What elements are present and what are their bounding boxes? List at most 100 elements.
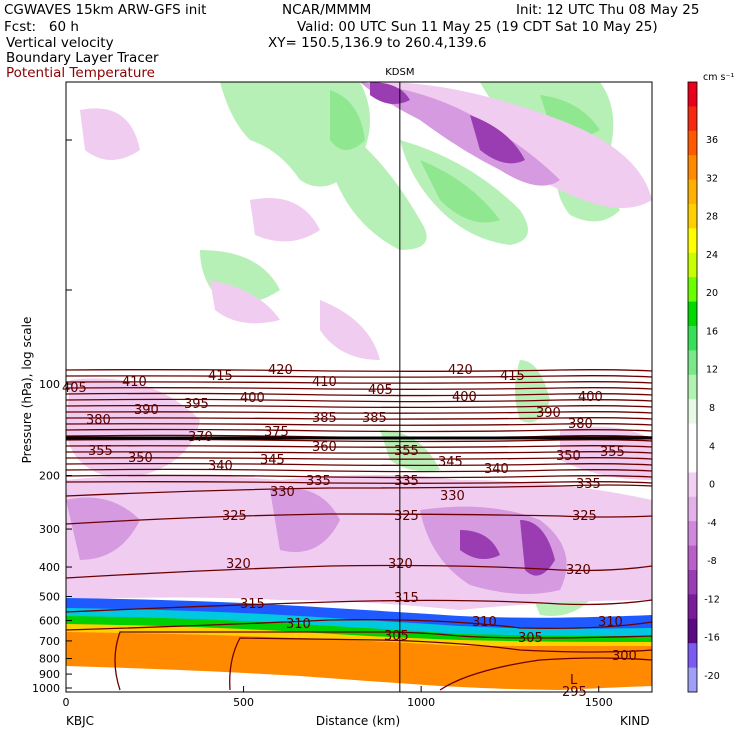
theta-label: 400 (578, 390, 603, 405)
theta-contour (66, 451, 652, 454)
terrain (66, 666, 652, 692)
theta-label: 330 (440, 489, 465, 504)
theta-label: 320 (388, 557, 413, 572)
y-tick-label: 200 (39, 470, 60, 483)
colorbar-swatch (688, 399, 697, 425)
plot-frame (65, 81, 653, 693)
y-tick-label: 500 (39, 590, 60, 603)
y-tick-label: 300 (39, 523, 60, 536)
theta-label: 320 (226, 557, 251, 572)
colorbar-swatch (688, 106, 697, 132)
theta-label: 340 (208, 459, 233, 474)
colorbar-swatch (688, 252, 697, 278)
y-tick-label: 100 (39, 378, 60, 391)
theta-contour (66, 398, 652, 403)
field-potential-temperature: Potential Temperature (6, 65, 155, 81)
field-vertical-velocity: Vertical velocity (6, 35, 114, 51)
theta-label: 390 (134, 403, 159, 418)
colorbar-swatch (688, 326, 697, 351)
colorbar-swatch (688, 643, 697, 669)
colorbar-swatch (688, 179, 697, 205)
theta-label: 410 (122, 375, 147, 390)
colorbar-frame (687, 81, 698, 693)
colorbar-swatch (688, 130, 697, 156)
cross-section-xy: XY= 150.5,136.9 to 260.4,139.6 (268, 35, 487, 51)
theta-contour (66, 438, 652, 443)
x-tick-label: 1000 (407, 696, 435, 709)
theta-label: 320 (566, 563, 591, 578)
colorbar-label: 16 (706, 326, 718, 337)
colorbar-swatch (688, 350, 697, 376)
field-shading (66, 82, 652, 692)
theta-contour (229, 637, 652, 691)
theta-contour (66, 599, 652, 613)
theta-label: 315 (394, 591, 419, 606)
theta-label: 305 (518, 631, 543, 646)
field-boundary-layer-tracer: Boundary Layer Tracer (6, 50, 159, 66)
y-tick-label: 800 (39, 653, 60, 666)
x-tick-label: 1500 (585, 696, 613, 709)
theta-contour (66, 423, 652, 426)
theta-contour (66, 457, 652, 460)
theta-label: 420 (448, 363, 473, 378)
theta-contour (66, 428, 652, 433)
theta-label: 410 (312, 375, 337, 390)
theta-label: 415 (208, 369, 233, 384)
theta-label: 305 (384, 629, 409, 644)
theta-contour (66, 375, 652, 378)
theta-label: 390 (536, 406, 561, 421)
theta-contour (66, 387, 652, 390)
theta-label: 405 (62, 381, 87, 396)
theta-contour (66, 462, 652, 467)
theta-label: 325 (572, 509, 597, 524)
theta-label: 350 (128, 451, 153, 466)
theta-label: 330 (270, 485, 295, 500)
low-marker: L (570, 673, 578, 688)
forecast-hour: Fcst: 60 h (4, 19, 79, 35)
theta-label: 350 (556, 449, 581, 464)
colorbar-label: -8 (707, 556, 716, 567)
theta-label: 300 (612, 649, 637, 664)
colorbar-label: 36 (706, 135, 718, 146)
valid-time: Valid: 00 UTC Sun 11 May 25 (19 CDT Sat … (297, 19, 658, 35)
theta-label: 335 (306, 474, 331, 489)
theta-label: 345 (438, 455, 463, 470)
vv-pink-areas (66, 82, 652, 610)
colorbar-swatch (688, 228, 697, 254)
colorbar-swatch (688, 301, 697, 327)
y-axis-title: Pressure (hPa), log scale (20, 317, 34, 464)
theta-label: 415 (500, 369, 525, 384)
theta-contour (66, 404, 652, 409)
theta-contour (66, 564, 652, 579)
theta-label: 420 (268, 363, 293, 378)
theta-contour (66, 417, 652, 420)
theta-label: 355 (600, 445, 625, 460)
theta-contour (66, 392, 652, 397)
colorbar-swatch (688, 472, 697, 498)
x-tick-label: 500 (233, 696, 254, 709)
y-tick-label: 700 (39, 635, 60, 648)
theta-contour (66, 619, 652, 631)
vv-dark-purple (370, 82, 555, 576)
colorbar-label: -16 (704, 633, 720, 644)
colorbar-label: 24 (706, 250, 718, 261)
colorbar-label: -20 (704, 671, 720, 682)
theta-label: 310 (286, 617, 311, 632)
colorbar-label: 8 (709, 403, 715, 414)
colorbar-swatch (688, 448, 697, 473)
colorbar-label: 28 (706, 212, 718, 223)
init-time: Init: 12 UTC Thu 08 May 25 (516, 2, 700, 18)
colorbar-swatch (688, 521, 697, 547)
colorbar-swatch (688, 496, 697, 522)
colorbar-swatch (688, 155, 697, 181)
theta-label: 380 (86, 413, 111, 428)
x-tick-label: 0 (63, 696, 70, 709)
x-axis-title: Distance (km) (316, 714, 400, 728)
theta-contour (66, 381, 652, 384)
theta-label: 355 (394, 444, 419, 459)
theta-label: 395 (184, 397, 209, 412)
x-left-station: KBJC (66, 714, 94, 728)
theta-label: 325 (394, 509, 419, 524)
theta-label: 360 (312, 440, 337, 455)
